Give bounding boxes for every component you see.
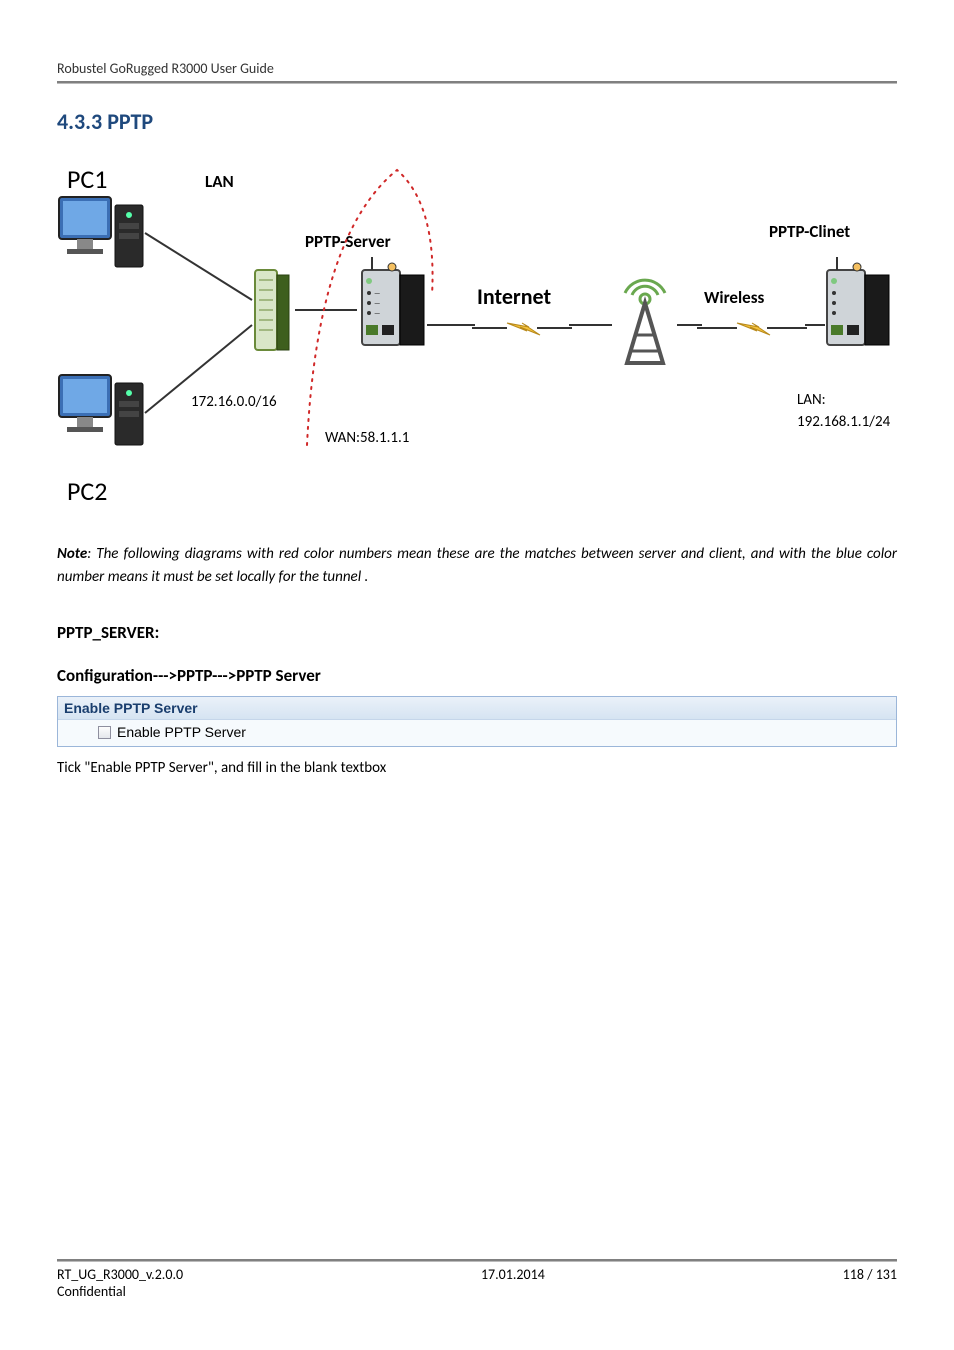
instruction-text: Tick "Enable PPTP Server", and fill in t… [57,759,897,777]
pptp-server-heading: PPTP_SERVER: [57,622,897,643]
footer-rule [57,1259,897,1262]
section-title-text: PPTP [107,108,153,135]
footer-page: 118 / 131 [843,1266,897,1300]
section-heading: 4.3.3 PPTP [57,108,897,135]
panel-body: Enable PPTP Server [58,720,896,746]
section-number: 4.3.3 [57,108,102,135]
enable-pptp-checkbox-label: Enable PPTP Server [117,724,246,740]
note-prefix: Note [57,545,87,563]
note-text: : The following diagrams with red color … [57,545,897,586]
page-footer: RT_UG_R3000_v.2.0.0 Confidential 17.01.2… [57,1259,897,1300]
network-diagram: PC1 LAN PC2 [57,155,897,525]
subnet-left: 172.16.0.0/16 [191,393,277,411]
wan-label: WAN:58.1.1.1 [325,429,409,447]
header-rule [57,81,897,84]
enable-pptp-checkbox[interactable] [98,726,111,739]
footer-date: 17.01.2014 [481,1266,545,1300]
tunnel-path [57,155,897,515]
footer-doc-id: RT_UG_R3000_v.2.0.0 [57,1266,183,1283]
enable-pptp-panel: Enable PPTP Server Enable PPTP Server [57,696,897,747]
lan-right-label: LAN: [797,391,826,409]
note-paragraph: Note: The following diagrams with red co… [57,543,897,588]
footer-confidential: Confidential [57,1283,183,1300]
config-path-heading: Configuration--->PPTP--->PPTP Server [57,665,897,686]
doc-header: Robustel GoRugged R3000 User Guide [57,60,897,81]
panel-title: Enable PPTP Server [58,697,896,720]
lan-right-ip: 192.168.1.1/24 [797,413,890,431]
